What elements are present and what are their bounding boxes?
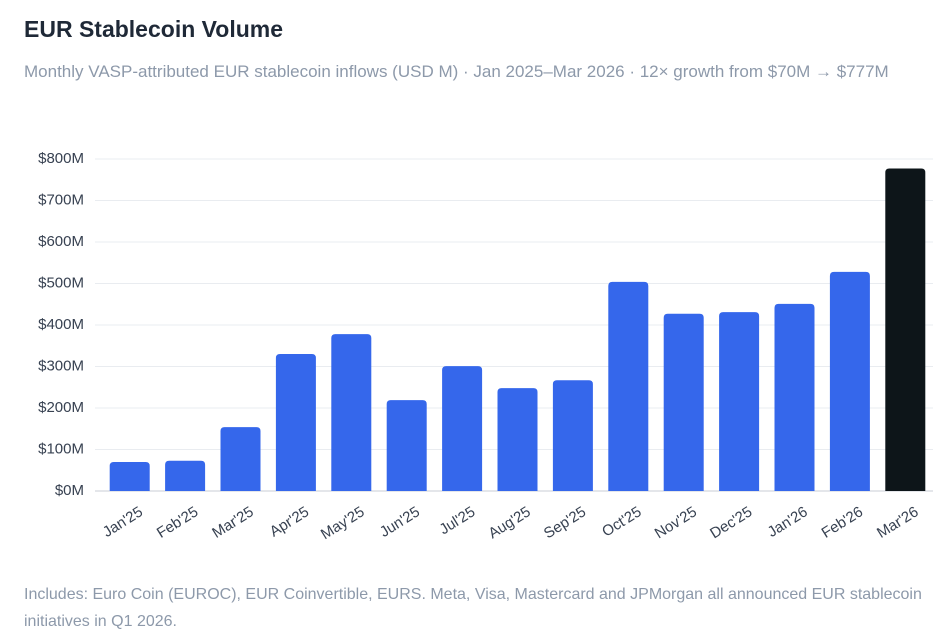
y-tick-label: $500M	[38, 274, 84, 291]
x-tick-label: Feb'26	[819, 503, 867, 541]
y-tick-label: $200M	[38, 399, 84, 416]
bar	[109, 461, 150, 491]
bar	[552, 380, 593, 491]
x-tick-label: May'25	[318, 503, 368, 543]
bar	[829, 271, 870, 491]
bar	[442, 366, 483, 491]
y-tick-label: $100M	[38, 440, 84, 457]
y-tick-label: $700M	[38, 191, 84, 208]
chart-subtitle: Monthly VASP-attributed EUR stablecoin i…	[24, 62, 889, 81]
footnote: Includes: Euro Coin (EUROC), EUR Coinver…	[24, 586, 922, 630]
x-tick-label: Sep'25	[541, 503, 589, 542]
bar	[719, 312, 760, 491]
bar	[663, 313, 704, 491]
bar	[885, 168, 926, 492]
y-tick-label: $800M	[38, 150, 84, 167]
x-tick-label: Aug'25	[485, 503, 533, 542]
bar	[331, 334, 372, 491]
x-tick-label: Jul'25	[436, 503, 478, 538]
x-tick-label: Jun'25	[377, 503, 423, 541]
y-tick-label: $600M	[38, 233, 84, 250]
x-tick-label: Jan'26	[765, 503, 811, 541]
x-tick-label: Mar'25	[209, 503, 257, 541]
y-tick-label: $300M	[38, 357, 84, 374]
chart: $0M $100M $200M $300M $400M $500M $600M $700M $8…	[38, 150, 933, 543]
x-tick-label: Feb'25	[154, 503, 202, 541]
bar	[275, 354, 316, 491]
bar	[165, 460, 206, 491]
x-tick-label: Nov'25	[652, 503, 700, 542]
x-tick-label: Jan'25	[100, 503, 146, 541]
chart-title: EUR Stablecoin Volume	[24, 16, 284, 42]
y-tick-label: $0M	[55, 482, 84, 499]
bar	[497, 388, 538, 491]
x-tick-label: Mar'26	[874, 503, 922, 541]
y-tick-label: $400M	[38, 316, 84, 333]
x-tick-label: Dec'25	[707, 503, 755, 542]
bar	[608, 281, 649, 491]
bar	[774, 303, 815, 491]
x-tick-label: Oct'25	[599, 503, 644, 540]
bar	[220, 427, 261, 491]
bar	[386, 400, 427, 491]
x-tick-label: Apr'25	[267, 503, 312, 540]
